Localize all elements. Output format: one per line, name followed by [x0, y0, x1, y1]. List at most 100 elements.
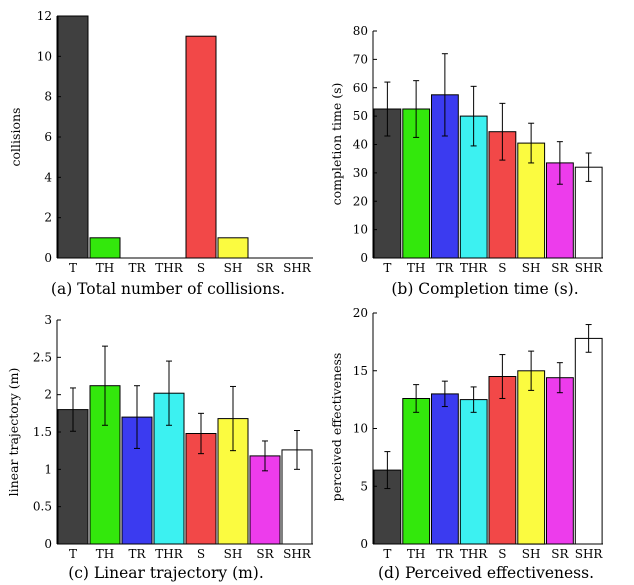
ytick-label-a: 8	[44, 90, 52, 104]
errorbar-d-tr	[441, 380, 448, 408]
errorbar-b-sr	[556, 141, 563, 185]
bar-d-tr	[431, 393, 459, 545]
xtick-c-s: S	[197, 547, 205, 561]
ytick-label-c: 0.5	[33, 500, 52, 514]
xtick-a-s: S	[197, 261, 205, 275]
errorbar-c-sr	[262, 440, 268, 472]
errorbar-c-th	[102, 345, 108, 426]
ytick-label-b: 50	[353, 109, 368, 123]
ytick-label-c: 3	[44, 313, 52, 327]
bar-d-thr	[459, 399, 488, 545]
panel-a-ylabel: collisions	[8, 108, 23, 167]
ytick-label-a: 10	[37, 49, 52, 63]
bar-d-s	[488, 376, 517, 545]
errorbar-b-sh	[528, 122, 535, 164]
panel-d-caption: (d) Perceived effectiveness.	[378, 564, 594, 582]
xtick-a-t: T	[69, 261, 77, 275]
ytick-label-b: 60	[353, 81, 368, 95]
xtick-d-tr: TR	[436, 547, 454, 561]
xtick-a-sh: SH	[224, 261, 243, 275]
ytick-label-a: 6	[44, 130, 52, 144]
bar-d-th	[402, 398, 431, 545]
ytick-label-c: 1.5	[33, 425, 52, 439]
panel-b-completion-time: T TH TR THR S SH SR SHR 0 10 20 30 40 50 60 70 80 comple…	[329, 24, 603, 298]
xtick-b-sh: SH	[522, 261, 541, 275]
xtick-b-th: TH	[407, 261, 425, 275]
ytick-label-b: 80	[353, 24, 368, 38]
xtick-b-tr: TR	[436, 261, 454, 275]
xtick-b-thr: THR	[460, 261, 488, 275]
panel-c-caption: (c) Linear trajectory (m).	[68, 564, 264, 582]
bar-d-sr	[546, 377, 574, 545]
bar-a-sh	[217, 237, 249, 259]
ytick-label-d: 15	[353, 364, 368, 378]
xtick-c-sh: SH	[224, 547, 243, 561]
xtick-a-shr: SHR	[283, 261, 312, 275]
xtick-d-t: T	[383, 547, 391, 561]
ytick-label-d: 20	[353, 306, 368, 320]
xtick-b-shr: SHR	[575, 261, 604, 275]
xtick-d-sr: SR	[551, 547, 569, 561]
errorbar-b-t	[384, 81, 391, 137]
xtick-a-thr: THR	[155, 261, 183, 275]
xtick-d-shr: SHR	[575, 547, 604, 561]
ytick-label-d: 5	[360, 479, 368, 493]
bar-c-t	[57, 409, 89, 545]
xtick-a-tr: TR	[128, 261, 146, 275]
panel-b-caption: (b) Completion time (s).	[391, 280, 578, 298]
ytick-label-b: 40	[353, 138, 368, 152]
panel-b-ylabel: completion time (s)	[329, 83, 344, 206]
xtick-b-sr: SR	[551, 261, 569, 275]
bar-d-shr	[574, 337, 603, 545]
errorbar-c-shr	[294, 430, 300, 470]
panel-c-ylabel: linear trajectory (m)	[6, 368, 21, 497]
errorbar-d-shr	[585, 324, 592, 353]
ytick-label-a: 4	[44, 170, 52, 184]
panel-d-perceived-effectiveness: T TH TR THR S SH SR SHR 0 5 10 15 20 perceived effec…	[329, 306, 603, 582]
panel-d-ylabel: perceived effectiveness	[329, 353, 344, 502]
xtick-b-t: T	[383, 261, 391, 275]
panel-c-linear-trajectory: T TH TR THR S SH SR SHR 0 0.5 1 1.5 2 2.5 3 linear tra…	[6, 313, 313, 582]
ytick-label-b: 30	[353, 166, 368, 180]
ytick-label-c: 2	[44, 388, 52, 402]
errorbar-d-thr	[470, 386, 477, 413]
errorbar-b-shr	[585, 152, 592, 182]
errorbar-b-th	[413, 80, 420, 138]
errorbar-d-s	[499, 354, 506, 399]
xtick-b-s: S	[498, 261, 506, 275]
ytick-label-d: 0	[360, 537, 368, 551]
errorbar-c-s	[198, 412, 204, 455]
ytick-label-c: 1	[44, 462, 52, 476]
ytick-label-a: 12	[37, 9, 52, 23]
bar-d-sh	[517, 370, 546, 545]
ytick-label-d: 10	[353, 422, 368, 436]
errorbar-c-sh	[230, 385, 236, 452]
xtick-a-th: TH	[96, 261, 114, 275]
errorbar-b-thr	[470, 85, 477, 147]
errorbar-d-sr	[556, 362, 563, 394]
xtick-d-s: S	[498, 547, 506, 561]
xtick-a-sr: SR	[256, 261, 274, 275]
bar-a-t	[57, 15, 89, 259]
errorbar-b-tr	[441, 53, 448, 137]
ytick-label-c: 0	[44, 537, 52, 551]
bar-a-th	[89, 237, 121, 259]
xtick-d-sh: SH	[522, 547, 541, 561]
xtick-c-thr: THR	[155, 547, 183, 561]
xtick-c-sr: SR	[256, 547, 274, 561]
xtick-c-shr: SHR	[283, 547, 312, 561]
errorbar-d-sh	[528, 350, 535, 391]
errorbar-b-s	[499, 102, 506, 161]
errorbar-c-tr	[134, 385, 140, 449]
bar-d-t	[373, 469, 402, 545]
xtick-d-thr: THR	[460, 547, 488, 561]
panel-a-caption: (a) Total number of collisions.	[51, 280, 285, 298]
ytick-label-b: 70	[353, 52, 368, 66]
bar-a-s	[185, 35, 217, 259]
xtick-c-t: T	[69, 547, 77, 561]
ytick-label-a: 0	[44, 251, 52, 265]
ytick-label-c: 2.5	[33, 350, 52, 364]
xtick-c-tr: TR	[128, 547, 146, 561]
errorbar-c-thr	[166, 360, 172, 426]
